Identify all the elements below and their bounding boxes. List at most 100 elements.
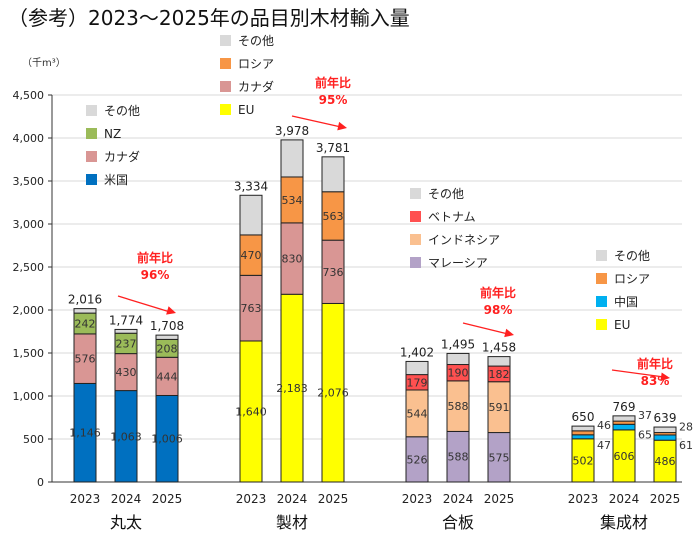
y-tick-label: 3,500 [13,175,45,188]
legend-label: その他 [614,249,650,263]
data-label: 47 [597,439,611,452]
y-tick-label: 500 [23,433,44,446]
data-label: 736 [323,266,344,279]
total-label: 2,016 [68,293,102,307]
bar-segment-その他 [653,426,677,434]
x-tick-label: 2023 [402,492,433,506]
total-label: 3,978 [275,124,309,138]
y-tick-label: 1,000 [13,390,45,403]
x-tick-label: 2023 [568,492,599,506]
arrow-head-icon [504,328,514,338]
data-label: 2,076 [317,387,349,400]
legend-swatch [596,250,607,261]
legend-swatch [220,58,231,69]
data-label: 470 [241,249,262,262]
bar-segment-その他 [280,139,304,178]
data-label: 61 [679,439,693,452]
data-label: 237 [116,337,137,350]
total-label: 1,458 [482,341,516,355]
legend-label: その他 [238,34,274,48]
legend-swatch [86,174,97,185]
bar-segment-その他 [321,156,345,193]
x-tick-label: 2023 [70,492,101,506]
x-tick-label: 2023 [236,492,267,506]
data-label: 591 [489,401,510,414]
bar-segment-ロシア [571,430,595,436]
bar-segment-その他 [405,360,429,376]
legend-label: ベトナム [428,210,476,224]
bar-segment-中国 [612,423,636,431]
legend-label: カナダ [104,149,140,164]
data-label: 502 [573,454,594,467]
x-tick-label: 2025 [318,492,349,506]
y-tick-label: 3,000 [13,218,45,231]
bar-segment-その他 [612,415,636,422]
ratio-label: 前年比 [315,75,351,90]
ratio-arrow [291,115,342,128]
ratio-value: 96% [141,268,170,282]
data-label: 65 [638,428,652,441]
ratio-value: 83% [641,374,670,388]
ratio-arrow [117,295,171,313]
ratio-label: 前年比 [480,285,516,300]
legend-swatch [86,105,97,116]
data-label: 763 [241,302,262,315]
data-label: 1,006 [151,433,183,446]
legend-swatch [220,81,231,92]
data-label: 179 [407,376,428,389]
data-label: 2,183 [276,382,308,395]
data-label: 526 [407,453,428,466]
y-tick-label: 2,500 [13,261,45,274]
data-label: 208 [157,342,178,355]
data-label: 830 [282,253,303,266]
data-label: 430 [116,366,137,379]
data-label: 1,640 [235,405,267,418]
legend-swatch [86,151,97,162]
bar-segment-その他 [487,356,511,367]
total-label: 3,781 [316,141,350,155]
bar-segment-その他 [239,194,263,236]
legend-label: 米国 [104,173,128,187]
total-label: 1,708 [150,319,184,333]
ratio-arrow [462,322,509,335]
x-tick-label: 2024 [111,492,142,506]
legend-swatch [596,319,607,330]
data-label: 588 [448,451,469,464]
ratio-label: 前年比 [637,356,673,371]
x-tick-label: 2025 [152,492,183,506]
legend-swatch [410,188,421,199]
bar-segment-その他 [446,352,470,366]
arrow-head-icon [337,121,347,131]
group-label: 丸太 [110,513,142,532]
legend-label: ロシア [614,272,650,286]
data-label: 588 [448,400,469,413]
chart-title: （参考）2023～2025年の品目別木材輸入量 [8,6,410,30]
total-label: 3,334 [234,179,268,193]
legend-label: その他 [104,104,140,118]
data-label: 182 [489,368,510,381]
ratio-value: 98% [484,303,513,317]
legend-label: EU [614,318,630,332]
legend-swatch [86,128,97,139]
legend-swatch [596,273,607,284]
total-label: 1,495 [441,337,475,351]
y-tick-label: 4,000 [13,132,45,145]
legend-label: インドネシア [428,233,500,247]
legend-swatch [220,104,231,115]
legend-swatch [220,35,231,46]
total-label: 1,402 [400,345,434,359]
ratio-arrow [611,369,665,378]
group-label: 製材 [276,513,308,532]
data-label: 46 [597,419,611,432]
data-label: 1,146 [69,427,101,440]
data-label: 486 [655,455,676,468]
legend-label: その他 [428,187,464,201]
data-label: 28 [679,421,693,434]
legend-label: マレーシア [428,256,488,270]
data-label: 37 [638,409,652,422]
x-tick-label: 2024 [277,492,308,506]
total-label: 639 [654,411,677,425]
legend-label: NZ [104,127,121,141]
bar-segment-その他 [73,308,97,314]
